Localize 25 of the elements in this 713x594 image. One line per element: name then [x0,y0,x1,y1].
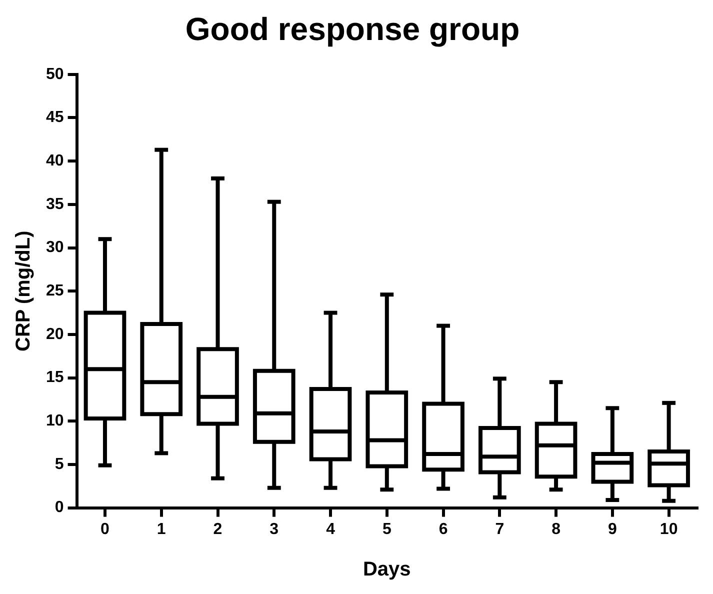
y-tick-label: 15 [46,369,64,386]
chart-title: Good response group [185,11,520,48]
y-tick-label: 20 [46,326,64,343]
x-tick-label: 9 [608,520,617,538]
y-tick-label: 0 [54,499,64,516]
x-tick-label: 8 [552,520,561,538]
x-tick-label: 2 [213,520,222,538]
x-tick-label: 5 [382,520,392,538]
y-tick-label: 45 [46,109,64,126]
y-tick-label: 25 [46,282,64,300]
y-tick-label: 30 [46,239,64,256]
x-axis-title: Days [362,558,411,581]
x-tick-label: 6 [438,520,448,538]
y-tick-label: 10 [46,412,64,430]
y-tick-label: 40 [46,152,64,170]
x-tick-label: 1 [156,520,166,538]
y-tick-label: 5 [54,456,64,473]
y-tick-label: 50 [46,66,64,83]
x-tick-label: 0 [100,520,110,538]
y-axis-title: CRP (mg/dL) [12,230,35,352]
x-tick-label: 7 [495,520,504,538]
x-tick-label: 4 [326,520,336,538]
x-tick-label: 3 [270,520,279,538]
x-tick-label: 10 [660,520,678,538]
y-tick-label: 35 [46,196,64,213]
